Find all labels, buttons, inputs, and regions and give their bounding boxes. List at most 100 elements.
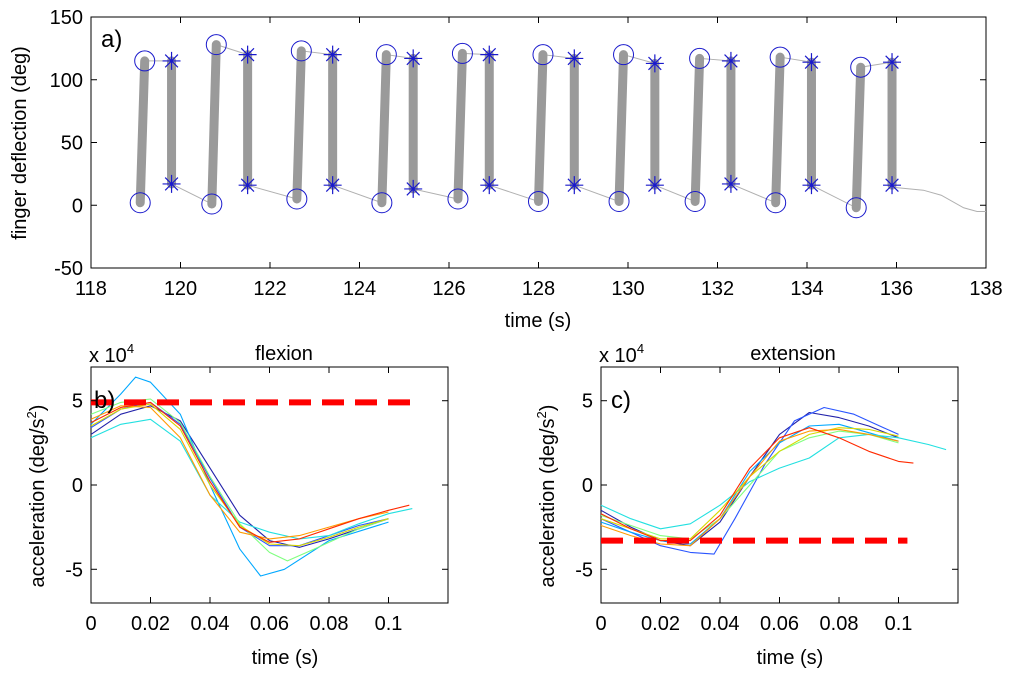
panel-a-xlabel: time (s) xyxy=(505,310,572,332)
panel-b-ylabel: acceleration (deg/s2) xyxy=(24,405,49,588)
panel-c-xtick-label: 0.08 xyxy=(820,613,859,635)
panel-b-xtick-label: 0.02 xyxy=(131,613,170,635)
panel-a-ytick-label: 50 xyxy=(61,133,83,155)
end-star-marker xyxy=(802,176,821,195)
end-star-marker xyxy=(565,176,584,195)
panel-a-xtick-label: 130 xyxy=(611,278,644,300)
panel-c-xtick-label: 0.06 xyxy=(760,613,799,635)
end-star-marker xyxy=(645,54,664,73)
panel-b-title: flexion xyxy=(255,343,313,365)
flexion-movement xyxy=(292,46,306,204)
end-star-marker xyxy=(480,176,499,195)
onset-circle-marker xyxy=(765,192,787,214)
flexion-movement xyxy=(453,48,467,204)
panel-c-ytick-label: 5 xyxy=(582,391,593,413)
panel-b-scale: x 104 xyxy=(89,341,134,367)
flexion-movement xyxy=(851,62,866,213)
end-star-marker xyxy=(480,45,499,64)
panel-a-xtick-label: 124 xyxy=(343,278,376,300)
panel-c-trial-4-line xyxy=(600,433,947,530)
panel-c-title: extension xyxy=(750,343,836,365)
panel-a-data xyxy=(129,34,986,219)
panel-a-ytick-label: 0 xyxy=(72,195,83,217)
end-star-marker xyxy=(883,176,902,195)
panel-c-ylabel: acceleration (deg/s2) xyxy=(534,405,559,588)
onset-circle-marker xyxy=(769,46,791,68)
panel-c-label: c) xyxy=(611,387,631,414)
panel-a-ytick-label: -50 xyxy=(54,258,83,280)
panel-a-xtick-label: 126 xyxy=(432,278,465,300)
onset-circle-marker xyxy=(290,40,312,62)
panel-a-xtick-label: 120 xyxy=(164,278,197,300)
panel-c-data xyxy=(600,406,947,555)
panel-a-ytick-label: 100 xyxy=(50,70,83,92)
panel-b-ytick-label: 0 xyxy=(72,475,83,497)
panel-b-ytick-label: 5 xyxy=(72,391,83,413)
panel-a-xtick-label: 128 xyxy=(522,278,555,300)
panel-a-xtick-label: 138 xyxy=(969,278,1002,300)
panel-a-ylabel: finger deflection (deg) xyxy=(9,46,31,239)
panel-c-plot-area xyxy=(600,366,959,604)
panel-b-data xyxy=(90,376,416,577)
panel-c-xtick-label: 0 xyxy=(595,613,606,635)
flexion-movement xyxy=(534,50,548,206)
end-star-marker xyxy=(883,53,902,72)
end-star-marker xyxy=(404,49,423,68)
end-star-marker xyxy=(721,174,740,193)
panel-c-axes: 0 0.02 0.04 0.06 0.08 0.1 -5 0 5 xyxy=(575,367,958,635)
onset-circle-marker xyxy=(201,193,223,215)
flexion-movement xyxy=(614,50,629,206)
end-star-marker xyxy=(404,179,423,198)
onset-circle-marker xyxy=(613,44,635,66)
end-star-marker xyxy=(238,45,257,64)
panel-c-xtick-label: 0.02 xyxy=(641,613,680,635)
panel-b-trial-4-line xyxy=(90,418,413,540)
onset-circle-marker xyxy=(286,188,308,210)
onset-circle-marker xyxy=(689,47,711,69)
panel-c-trial-5-line xyxy=(600,430,899,540)
panel-b: 0 0.02 0.04 0.06 0.08 0.1 -5 0 5 x 104 flexion b… xyxy=(24,341,449,669)
onset-circle-marker xyxy=(205,34,227,56)
panel-c-xtick-label: 0.1 xyxy=(885,613,913,635)
panel-c: 0 0.02 0.04 0.06 0.08 0.1 -5 0 5 x 104 extension… xyxy=(534,341,959,669)
end-star-marker xyxy=(721,51,740,70)
panel-b-ytick-label: -5 xyxy=(65,559,83,581)
panel-a-xtick-label: 118 xyxy=(75,278,107,300)
panel-c-ytick-label: -5 xyxy=(575,559,593,581)
panel-c-scale: x 104 xyxy=(599,341,644,367)
onset-circle-marker xyxy=(375,44,397,66)
panel-b-xtick-label: 0.04 xyxy=(191,613,230,635)
end-star-marker xyxy=(645,176,664,195)
flexion-movement xyxy=(377,50,391,208)
onset-circle-marker xyxy=(451,42,473,64)
panel-a: 118 120 122 124 126 128 130 132 134 136 138 -50 0 50 1… xyxy=(9,7,1003,332)
panel-b-label: b) xyxy=(94,387,115,414)
end-star-marker xyxy=(162,51,181,70)
panel-b-trial-7-line xyxy=(90,405,389,540)
end-star-marker xyxy=(802,53,821,72)
panel-b-xtick-label: 0 xyxy=(85,613,96,635)
flexion-movement xyxy=(690,53,705,206)
panel-c-xtick-label: 0.04 xyxy=(701,613,740,635)
panel-b-xlabel: time (s) xyxy=(252,647,319,669)
onset-circle-marker xyxy=(532,44,554,66)
panel-b-xtick-label: 0.1 xyxy=(375,613,403,635)
flexion-movement xyxy=(135,56,150,208)
panel-b-trial-6-line xyxy=(90,403,389,547)
onset-circle-marker xyxy=(134,50,156,72)
panel-c-xlabel: time (s) xyxy=(757,647,824,669)
panel-a-xtick-label: 136 xyxy=(880,278,913,300)
flexion-movement xyxy=(771,52,785,208)
onset-circle-marker xyxy=(447,188,469,210)
panel-b-xtick-label: 0.06 xyxy=(250,613,289,635)
onset-circle-marker xyxy=(845,197,867,219)
end-star-marker xyxy=(323,176,342,195)
onset-circle-marker xyxy=(608,190,630,212)
panel-a-label: a) xyxy=(101,26,122,53)
onset-circle-marker xyxy=(129,192,151,214)
panel-a-xtick-label: 134 xyxy=(790,278,823,300)
panel-b-axes: 0 0.02 0.04 0.06 0.08 0.1 -5 0 5 xyxy=(65,367,448,635)
end-star-marker xyxy=(565,49,584,68)
panel-a-ytick-label: 150 xyxy=(50,7,83,29)
